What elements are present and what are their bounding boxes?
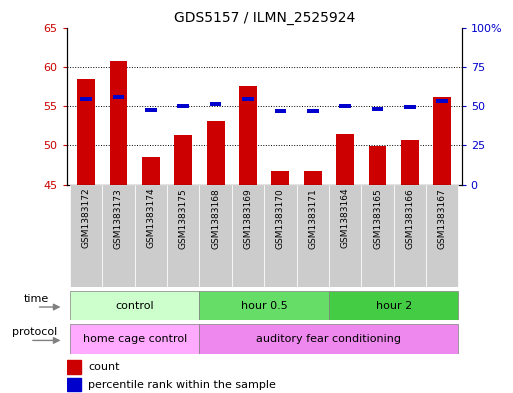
Text: GSM1383168: GSM1383168: [211, 188, 220, 248]
Bar: [393, 185, 426, 287]
Text: hour 0.5: hour 0.5: [241, 301, 288, 310]
Bar: [232, 185, 264, 287]
Bar: [200, 185, 232, 287]
Title: GDS5157 / ILMN_2525924: GDS5157 / ILMN_2525924: [173, 11, 355, 25]
Bar: [297, 185, 329, 287]
Bar: [271, 171, 289, 185]
Bar: [207, 121, 225, 185]
Bar: [404, 105, 416, 109]
Bar: [274, 109, 286, 113]
Bar: [210, 102, 222, 106]
Bar: [142, 157, 160, 185]
Bar: [239, 86, 257, 185]
Bar: [70, 324, 200, 354]
Bar: [336, 134, 354, 185]
Bar: [135, 185, 167, 287]
Text: GSM1383169: GSM1383169: [244, 188, 252, 248]
Bar: [200, 291, 329, 320]
Text: GSM1383164: GSM1383164: [341, 188, 350, 248]
Bar: [372, 107, 383, 110]
Bar: [307, 109, 319, 113]
Bar: [242, 97, 254, 101]
Text: time: time: [23, 294, 49, 304]
Bar: [67, 360, 81, 373]
Text: GSM1383171: GSM1383171: [308, 188, 317, 248]
Text: count: count: [88, 362, 120, 372]
Bar: [264, 185, 297, 287]
Bar: [110, 61, 127, 185]
Bar: [200, 324, 459, 354]
Text: GSM1383165: GSM1383165: [373, 188, 382, 248]
Bar: [70, 291, 200, 320]
Text: control: control: [115, 301, 154, 310]
Bar: [329, 185, 361, 287]
Bar: [340, 104, 351, 108]
Bar: [77, 79, 95, 185]
Bar: [70, 185, 102, 287]
Bar: [113, 95, 124, 99]
Text: GSM1383173: GSM1383173: [114, 188, 123, 248]
Text: GSM1383166: GSM1383166: [405, 188, 415, 248]
Bar: [177, 104, 189, 108]
Bar: [167, 185, 200, 287]
Text: protocol: protocol: [12, 327, 57, 338]
Bar: [401, 140, 419, 185]
Text: GSM1383172: GSM1383172: [82, 188, 91, 248]
Bar: [426, 185, 459, 287]
Bar: [304, 171, 322, 185]
Bar: [67, 378, 81, 391]
Text: hour 2: hour 2: [376, 301, 412, 310]
Bar: [361, 185, 393, 287]
Bar: [174, 135, 192, 185]
Bar: [437, 99, 448, 103]
Text: GSM1383170: GSM1383170: [276, 188, 285, 248]
Bar: [369, 146, 386, 185]
Text: GSM1383175: GSM1383175: [179, 188, 188, 248]
Text: GSM1383174: GSM1383174: [146, 188, 155, 248]
Bar: [102, 185, 135, 287]
Text: auditory fear conditioning: auditory fear conditioning: [256, 334, 402, 344]
Bar: [81, 97, 92, 101]
Text: home cage control: home cage control: [83, 334, 187, 344]
Bar: [433, 97, 451, 185]
Bar: [329, 291, 459, 320]
Text: GSM1383167: GSM1383167: [438, 188, 447, 248]
Bar: [145, 108, 156, 112]
Text: percentile rank within the sample: percentile rank within the sample: [88, 380, 277, 389]
